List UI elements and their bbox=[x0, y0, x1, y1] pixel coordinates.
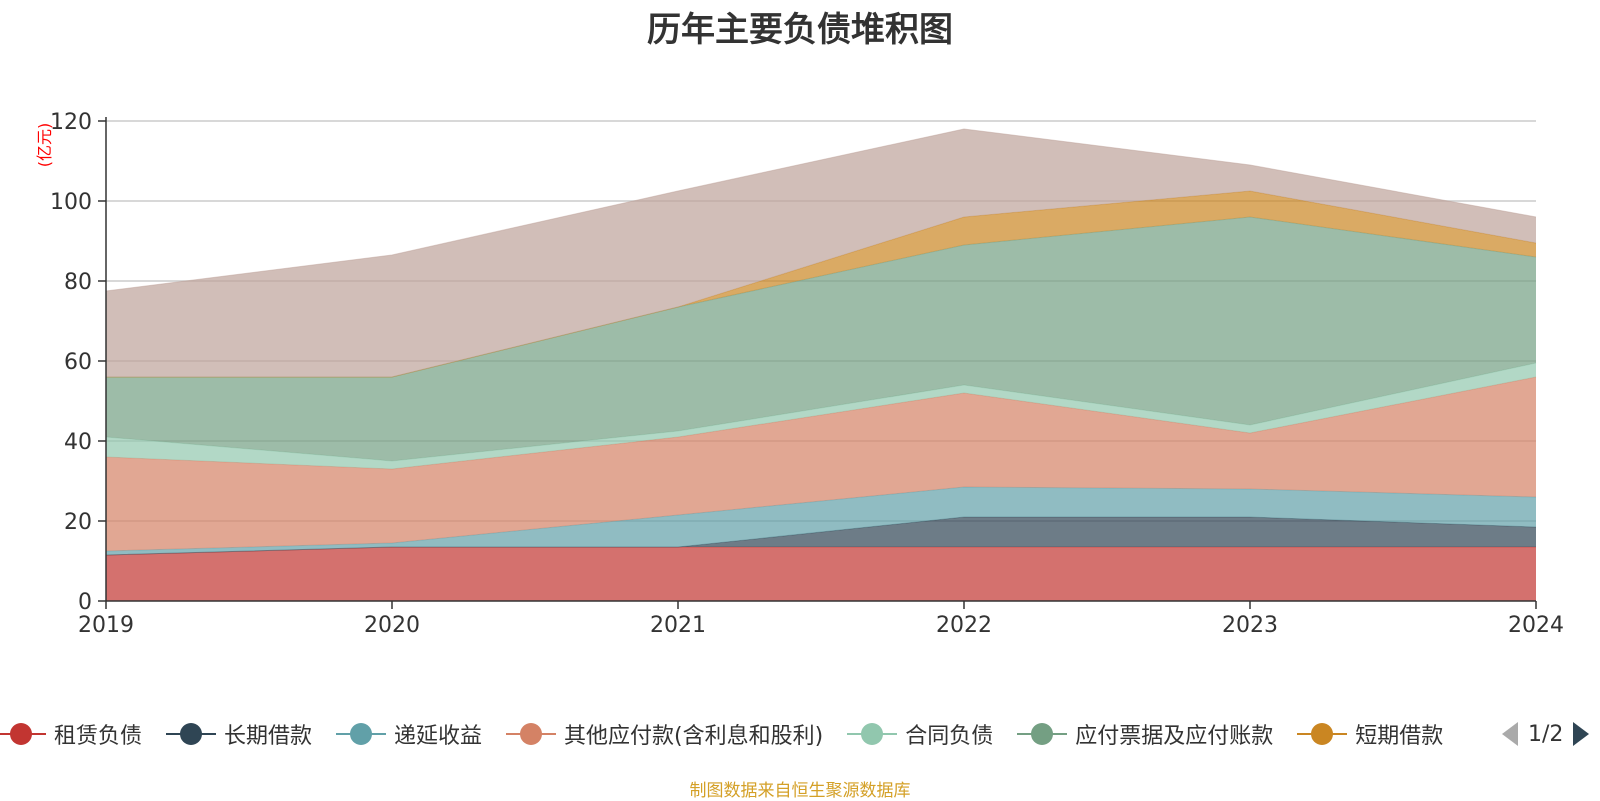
legend-pager: 1/2 bbox=[1500, 716, 1600, 752]
legend-label: 租赁负债 bbox=[54, 724, 143, 749]
legend: 租赁负债 长期借款 递延收益 其他应付款(含利息和股利) 合同负债 应付票据及应付账款 短期… bbox=[0, 716, 1600, 752]
area-series-1 bbox=[106, 517, 1536, 555]
legend-marker-icon bbox=[1017, 723, 1068, 745]
legend-marker-icon bbox=[506, 723, 557, 745]
legend-item[interactable]: 其他应付款(含利息和股利) bbox=[506, 716, 823, 752]
chart-title: 历年主要负债堆积图 bbox=[647, 10, 953, 50]
legend-marker-icon bbox=[847, 723, 898, 745]
legend-label: 合同负债 bbox=[905, 724, 994, 749]
legend-label: 其他应付款(含利息和股利) bbox=[564, 724, 824, 749]
y-tick-label: 120 bbox=[50, 110, 92, 135]
legend-prev-icon[interactable] bbox=[1500, 719, 1520, 749]
y-tick-label: 20 bbox=[64, 510, 92, 535]
data-source-note: 制图数据来自恒生聚源数据库 bbox=[689, 781, 911, 801]
y-axis-unit-label: (亿元) bbox=[35, 123, 54, 168]
area-series-2 bbox=[106, 487, 1536, 555]
legend-item[interactable]: 短期借款 bbox=[1297, 716, 1443, 752]
y-tick-label: 40 bbox=[64, 430, 92, 455]
legend-label: 应付票据及应付账款 bbox=[1075, 724, 1274, 749]
y-tick-label: 100 bbox=[50, 190, 92, 215]
legend-page-indicator: 1/2 bbox=[1528, 721, 1564, 747]
axes: 0 20 40 60 80 100 120 2019 2020 2021 2022 2023 2024 bbox=[50, 110, 1564, 638]
x-tick-label: 2020 bbox=[364, 613, 420, 638]
legend-item[interactable]: 递延收益 bbox=[336, 716, 482, 752]
legend-marker-icon bbox=[0, 723, 46, 745]
legend-item[interactable]: 应付票据及应付账款 bbox=[1017, 716, 1273, 752]
legend-item[interactable]: 长期借款 bbox=[166, 716, 312, 752]
legend-next-icon[interactable] bbox=[1571, 719, 1591, 749]
area-series-4 bbox=[106, 363, 1536, 469]
area-series-group bbox=[105, 128, 1537, 601]
area-series-0 bbox=[106, 547, 1536, 601]
y-tick-label: 0 bbox=[78, 590, 92, 615]
legend-label: 递延收益 bbox=[394, 724, 483, 749]
y-tick-label: 80 bbox=[64, 270, 92, 295]
x-tick-label: 2019 bbox=[78, 613, 134, 638]
area-series-3 bbox=[106, 377, 1536, 551]
area-series-7 bbox=[106, 129, 1536, 377]
area-series-5 bbox=[106, 217, 1536, 461]
legend-item[interactable]: 租赁负债 bbox=[0, 716, 142, 752]
x-tick-label: 2022 bbox=[936, 613, 992, 638]
legend-marker-icon bbox=[336, 723, 387, 745]
legend-item[interactable]: 合同负债 bbox=[847, 716, 993, 752]
legend-marker-icon bbox=[1297, 723, 1348, 745]
legend-items: 租赁负债 长期借款 递延收益 其他应付款(含利息和股利) 合同负债 应付票据及应付账款 短期… bbox=[0, 716, 1480, 752]
x-tick-label: 2023 bbox=[1222, 613, 1278, 638]
y-tick-label: 60 bbox=[64, 350, 92, 375]
legend-marker-icon bbox=[166, 723, 217, 745]
area-series-line-7 bbox=[105, 128, 1537, 292]
legend-label: 长期借款 bbox=[224, 724, 313, 749]
legend-label: 短期借款 bbox=[1355, 724, 1444, 749]
x-tick-label: 2024 bbox=[1508, 613, 1564, 638]
x-tick-label: 2021 bbox=[650, 613, 706, 638]
